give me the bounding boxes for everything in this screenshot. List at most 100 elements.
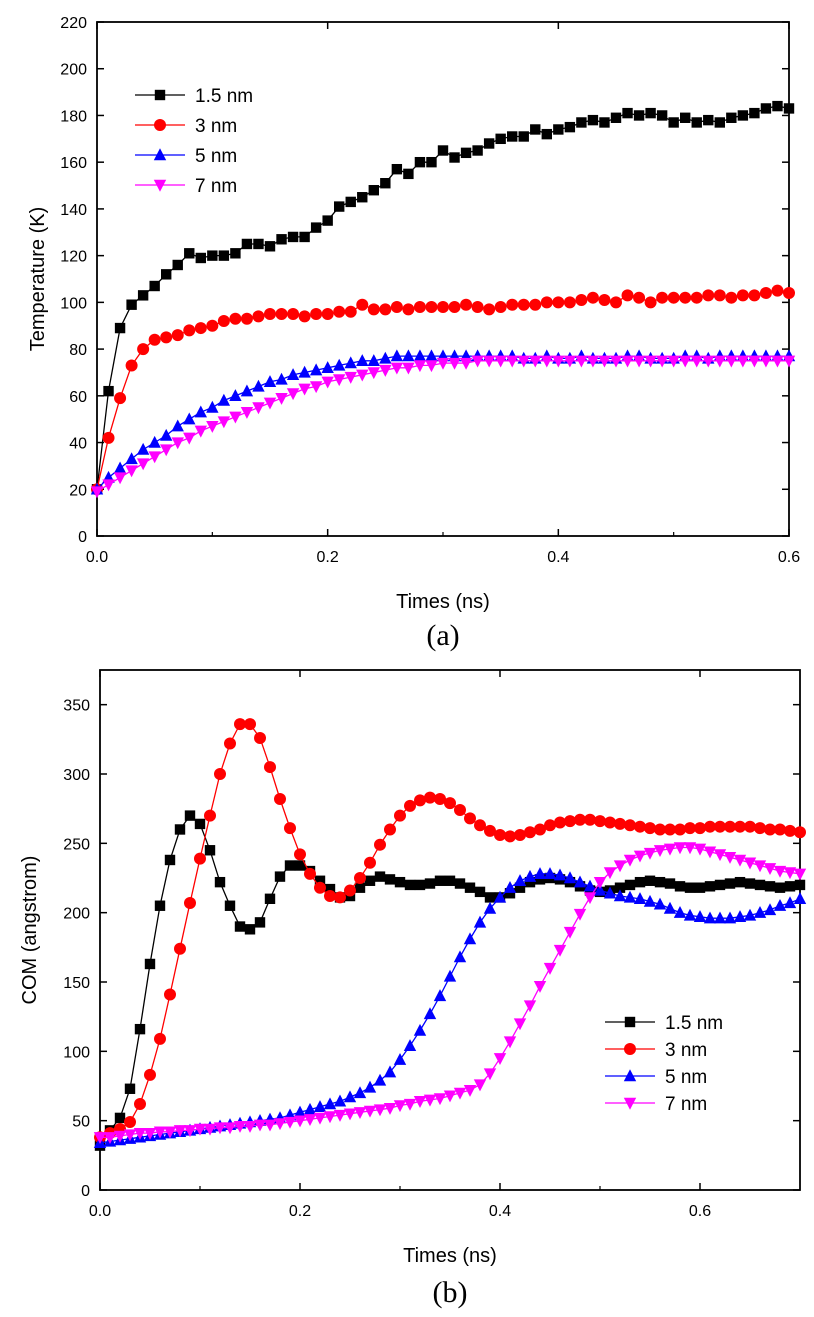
data-point: [774, 823, 786, 836]
data-point: [703, 114, 714, 126]
y-tick-label: 60: [69, 389, 87, 406]
data-point: [368, 185, 379, 196]
data-point: [113, 472, 127, 485]
data-point: [293, 1105, 307, 1118]
data-point: [414, 879, 426, 891]
data-point: [243, 1121, 257, 1133]
y-tick-label: 40: [69, 436, 87, 453]
data-point: [344, 371, 357, 384]
data-point: [203, 1123, 217, 1136]
data-point: [453, 1087, 467, 1100]
data-point: [114, 1112, 126, 1124]
data-point: [233, 1121, 247, 1133]
x-tick-label: 0.6: [778, 549, 800, 566]
data-point: [783, 896, 797, 909]
data-point: [683, 842, 697, 855]
data-point: [334, 891, 346, 904]
data-point: [463, 1084, 477, 1097]
data-point: [125, 465, 138, 478]
data-point: [529, 355, 542, 368]
data-point: [224, 900, 236, 911]
data-point: [454, 804, 466, 817]
data-point: [543, 867, 557, 880]
x-tick-label: 0.4: [489, 1203, 511, 1220]
data-point: [183, 1125, 197, 1138]
data-point: [413, 360, 427, 373]
data-point: [463, 932, 477, 945]
data-point: [563, 296, 576, 309]
data-point: [736, 289, 749, 302]
data-point: [774, 882, 786, 893]
data-point: [667, 355, 680, 368]
data-point: [390, 301, 403, 314]
data-point: [783, 287, 795, 300]
data-point: [363, 1105, 377, 1118]
data-point: [513, 1018, 527, 1031]
data-point: [124, 1083, 136, 1094]
data-point: [621, 355, 634, 368]
data-point: [171, 329, 184, 342]
legend-marker: [154, 119, 166, 131]
data-point: [443, 969, 457, 982]
data-point: [293, 1115, 307, 1128]
data-point: [424, 791, 436, 804]
data-point: [584, 813, 596, 826]
data-point: [663, 843, 677, 856]
data-point: [714, 117, 725, 128]
data-point: [564, 121, 576, 133]
data-point: [653, 845, 667, 857]
data-point: [114, 392, 127, 405]
data-point: [504, 830, 516, 843]
chart-panel-a: 0 20 40 60 80 100 120 140 160 180 200 220 0.0 0.2 0.4 0…: [27, 15, 800, 652]
y-tick-label: 200: [63, 906, 90, 923]
data-point: [464, 882, 476, 893]
data-point: [553, 944, 567, 957]
data-point: [623, 890, 637, 903]
data-point: [656, 291, 669, 304]
data-point: [644, 296, 657, 309]
data-point: [184, 896, 196, 909]
data-point: [645, 107, 656, 119]
data-point: [298, 310, 311, 323]
data-point: [204, 845, 216, 856]
data-point: [391, 163, 403, 175]
data-point: [229, 411, 242, 424]
data-point: [723, 852, 737, 864]
data-point: [333, 374, 346, 387]
y-tick-label: 250: [63, 836, 90, 853]
data-point: [113, 1130, 127, 1143]
data-point: [679, 291, 692, 304]
data-point: [594, 815, 606, 828]
data-point: [299, 231, 310, 243]
data-point: [794, 879, 806, 891]
data-point: [484, 892, 496, 903]
data-point: [254, 917, 266, 928]
data-point: [287, 308, 300, 321]
data-point: [764, 881, 776, 892]
data-point: [610, 296, 622, 309]
y-axis-label: COM (angstrom): [19, 856, 41, 1005]
data-point: [793, 892, 807, 904]
data-point: [284, 860, 296, 871]
data-point: [114, 322, 126, 334]
data-point: [793, 868, 807, 881]
legend-marker: [624, 1043, 636, 1055]
data-point: [524, 826, 536, 839]
data-point: [443, 1090, 457, 1103]
data-point: [275, 308, 288, 321]
data-point: [426, 156, 437, 168]
data-point: [402, 362, 415, 375]
data-point: [514, 829, 526, 842]
data-point: [345, 196, 356, 208]
data-point: [193, 1123, 207, 1136]
data-point: [471, 355, 484, 368]
data-point: [599, 117, 610, 128]
data-point: [759, 287, 772, 300]
data-point: [603, 886, 617, 899]
data-point: [194, 818, 206, 830]
data-point: [134, 1023, 146, 1035]
data-point: [552, 296, 565, 309]
data-point: [460, 298, 473, 311]
data-point: [172, 259, 183, 271]
x-tick-label: 0.2: [317, 549, 339, 566]
